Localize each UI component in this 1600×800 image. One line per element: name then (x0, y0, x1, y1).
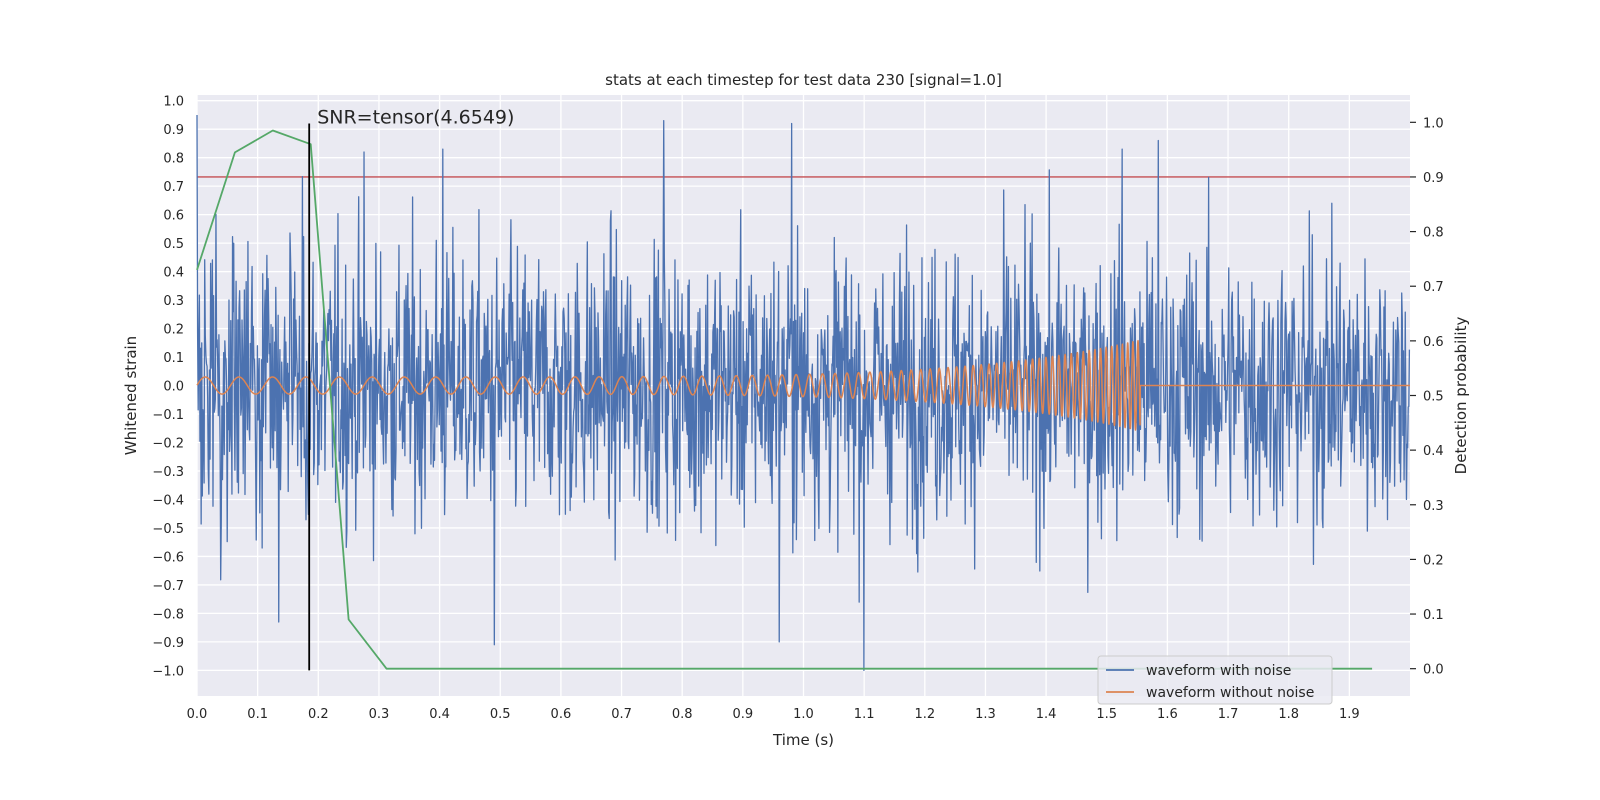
y2-tick-label: 0.0 (1423, 663, 1444, 678)
y2-tick-label: 0.5 (1423, 390, 1444, 405)
clean-waveform-line (196, 339, 1411, 431)
x-tick-label: 0.5 (490, 707, 511, 722)
x-tick-label: 1.2 (914, 707, 935, 722)
x-tick-label: 1.6 (1157, 707, 1178, 722)
legend-label-noise: waveform with noise (1146, 663, 1291, 679)
x-tick-label: 1.4 (1036, 707, 1057, 722)
chart-title: stats at each timestep for test data 230… (605, 71, 1002, 89)
y-tick-label: −0.5 (152, 522, 184, 537)
x-tick-label: 1.9 (1339, 707, 1360, 722)
y-tick-label: 1.0 (163, 95, 184, 110)
y-tick-label: 0.3 (163, 294, 184, 309)
legend-label-clean: waveform without noise (1146, 685, 1314, 701)
y-tick-label: 0.5 (163, 237, 184, 252)
y-tick-label: 0.0 (163, 380, 184, 395)
annotation-group: SNR=tensor(4.6549) (308, 106, 514, 671)
y-axis-ticks: 1.0 0.9 0.8 0.7 0.6 0.5 0.4 0.3 0.2 0.1 0.0 −0.1 −0.… (152, 95, 184, 680)
y-tick-label: 0.4 (163, 266, 184, 281)
y2-axis-ticks: 1.0 0.9 0.8 0.7 0.6 0.5 0.4 0.3 0.2 0.1 0.0 (1410, 116, 1444, 678)
y2-tick-label: 0.7 (1423, 280, 1444, 295)
y2-tick-label: 0.9 (1423, 171, 1444, 186)
y2-tick-label: 0.4 (1423, 444, 1444, 459)
x-axis-ticks: 0.0 0.1 0.2 0.3 0.4 0.5 0.6 0.7 0.8 0.9 1.0 1.1 1.2 1… (187, 707, 1360, 722)
y2-tick-label: 0.8 (1423, 226, 1444, 241)
x-tick-label: 0.8 (672, 707, 693, 722)
x-tick-label: 1.8 (1278, 707, 1299, 722)
y-tick-label: −1.0 (152, 664, 184, 679)
y-tick-label: 0.9 (163, 123, 184, 138)
y2-tick-label: 1.0 (1423, 116, 1444, 131)
x-tick-label: 1.1 (854, 707, 875, 722)
y-tick-label: 0.2 (163, 323, 184, 338)
x-tick-label: 1.5 (1096, 707, 1117, 722)
y-tick-label: 0.7 (163, 180, 184, 195)
x-tick-label: 0.4 (429, 707, 450, 722)
y2-tick-label: 0.3 (1423, 499, 1444, 514)
x-axis-label: Time (s) (772, 731, 834, 749)
x-tick-label: 1.3 (975, 707, 996, 722)
y-tick-label: 0.1 (163, 351, 184, 366)
legend-box (1097, 655, 1333, 705)
y2-tick-label: 0.1 (1423, 608, 1444, 623)
y-tick-label: −0.6 (152, 550, 184, 565)
y-tick-label: −0.2 (152, 436, 184, 451)
snr-annotation: SNR=tensor(4.6549) (317, 106, 514, 128)
x-tick-label: 0.2 (308, 707, 329, 722)
y2-tick-label: 0.2 (1423, 553, 1444, 568)
y-axis-label: Whitened strain (122, 336, 140, 455)
x-tick-label: 0.7 (611, 707, 632, 722)
x-tick-label: 0.3 (369, 707, 390, 722)
x-tick-label: 1.7 (1218, 707, 1239, 722)
x-tick-label: 0.6 (551, 707, 572, 722)
x-tick-label: 0.9 (733, 707, 754, 722)
y2-tick-label: 0.6 (1423, 335, 1444, 350)
y-tick-label: 0.8 (163, 152, 184, 167)
legend: waveform with noise waveform without noi… (1097, 655, 1333, 705)
noisy-waveform-line (196, 114, 1411, 672)
y-tick-label: −0.9 (152, 636, 184, 651)
x-tick-label: 1.0 (793, 707, 814, 722)
y2-axis-label: Detection probability (1452, 317, 1470, 475)
y-tick-label: −0.1 (152, 408, 184, 423)
x-tick-label: 0.1 (247, 707, 268, 722)
y-tick-label: −0.7 (152, 579, 184, 594)
y-tick-label: −0.8 (152, 607, 184, 622)
y-tick-label: 0.6 (163, 209, 184, 224)
y-tick-label: −0.3 (152, 465, 184, 480)
x-tick-label: 0.0 (187, 707, 208, 722)
y-tick-label: −0.4 (152, 493, 184, 508)
